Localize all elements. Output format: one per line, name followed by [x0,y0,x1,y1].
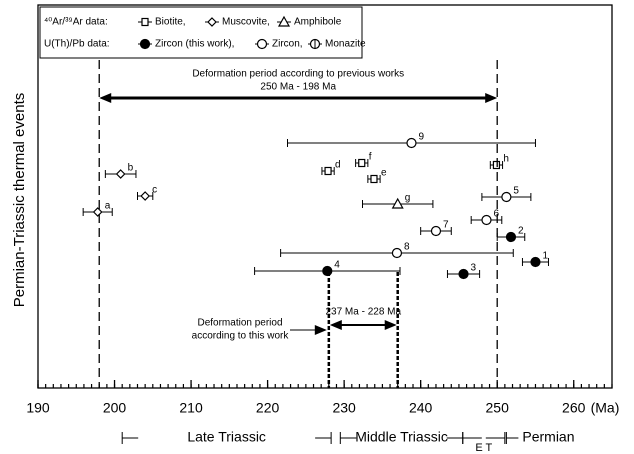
x-tick-label: 260 [562,400,586,416]
arrow-head [485,93,498,103]
legend-label: Muscovite, [222,17,270,28]
plot-frame [37,4,613,389]
point-label: 8 [404,242,410,253]
legend-label: Monazite [325,39,366,50]
annotation: 237 Ma - 228 Ma [325,307,401,318]
x-tick-label: 190 [26,400,50,416]
marker [277,15,291,27]
point-label: d [335,160,341,171]
x-tick-label: 200 [103,400,127,416]
annotation: Deformation period [197,318,282,329]
marker [501,191,512,203]
marker [141,17,149,27]
marker [358,158,366,168]
point-label: a [105,201,111,212]
legend-group-title: ⁴⁰Ar/³⁹Ar data: [44,17,108,28]
x-tick-label: 220 [256,400,280,416]
x-tick-label: 250 [486,400,510,416]
marker [324,166,332,176]
period-label: Late Triassic [187,429,266,445]
marker [505,231,517,243]
annotation: 250 Ma - 198 Ma [260,82,336,93]
point-label: 4 [334,260,340,271]
point-label: 5 [513,186,519,197]
point-label: b [128,163,134,174]
pointer-head [314,325,327,335]
marker [481,214,492,226]
point-label: 3 [471,263,477,274]
marker [370,174,378,184]
point-label: g [405,193,411,204]
arrow-head [99,93,112,103]
legend-group-title: U(Th)/Pb data: [44,39,110,50]
marker [256,38,268,50]
point-label: h [503,154,509,165]
marker [458,268,469,280]
marker [207,17,217,27]
x-axis-label: (Ma) [591,400,620,416]
legend-box [39,6,363,59]
arrow-head [329,320,342,330]
legend-label: Zircon (this work), [155,39,234,50]
arrow-head [384,320,397,330]
period-label: Middle Triassic [355,429,448,445]
marker [140,191,150,201]
point-label: 7 [443,220,449,231]
marker [391,247,403,259]
x-tick-label: 210 [179,400,203,416]
marker [492,160,501,170]
legend-label: Biotite, [155,17,186,28]
marker [115,169,126,179]
annotation: according to this work [192,331,290,342]
marker [530,256,541,268]
y-axis-label: Permian-Triassic thermal events [11,93,28,308]
point-label: c [152,185,157,196]
marker [139,38,151,50]
x-tick-label: 240 [409,400,433,416]
x-tick-label: 230 [332,400,356,416]
point-label: 2 [518,226,524,237]
marker [92,207,103,217]
marker [406,137,417,149]
legend-label: Zircon, [272,39,303,50]
marker [391,197,404,209]
point-label: 6 [493,209,499,220]
point-label: f [369,152,372,163]
period-label: Permian [522,429,574,445]
marker [322,265,333,277]
period-label: E T [475,442,492,454]
point-label: 1 [542,251,548,262]
legend-label: Amphibole [294,17,342,28]
marker [430,225,442,237]
point-label: 9 [418,132,424,143]
point-label: e [381,168,387,179]
annotation: Deformation period according to previous… [192,69,404,80]
